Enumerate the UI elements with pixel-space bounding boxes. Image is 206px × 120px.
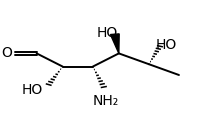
Text: HO: HO bbox=[96, 26, 117, 40]
Text: NH₂: NH₂ bbox=[93, 94, 119, 108]
Text: HO: HO bbox=[21, 83, 43, 97]
Text: HO: HO bbox=[155, 38, 177, 52]
Polygon shape bbox=[110, 34, 119, 53]
Text: O: O bbox=[1, 46, 12, 60]
